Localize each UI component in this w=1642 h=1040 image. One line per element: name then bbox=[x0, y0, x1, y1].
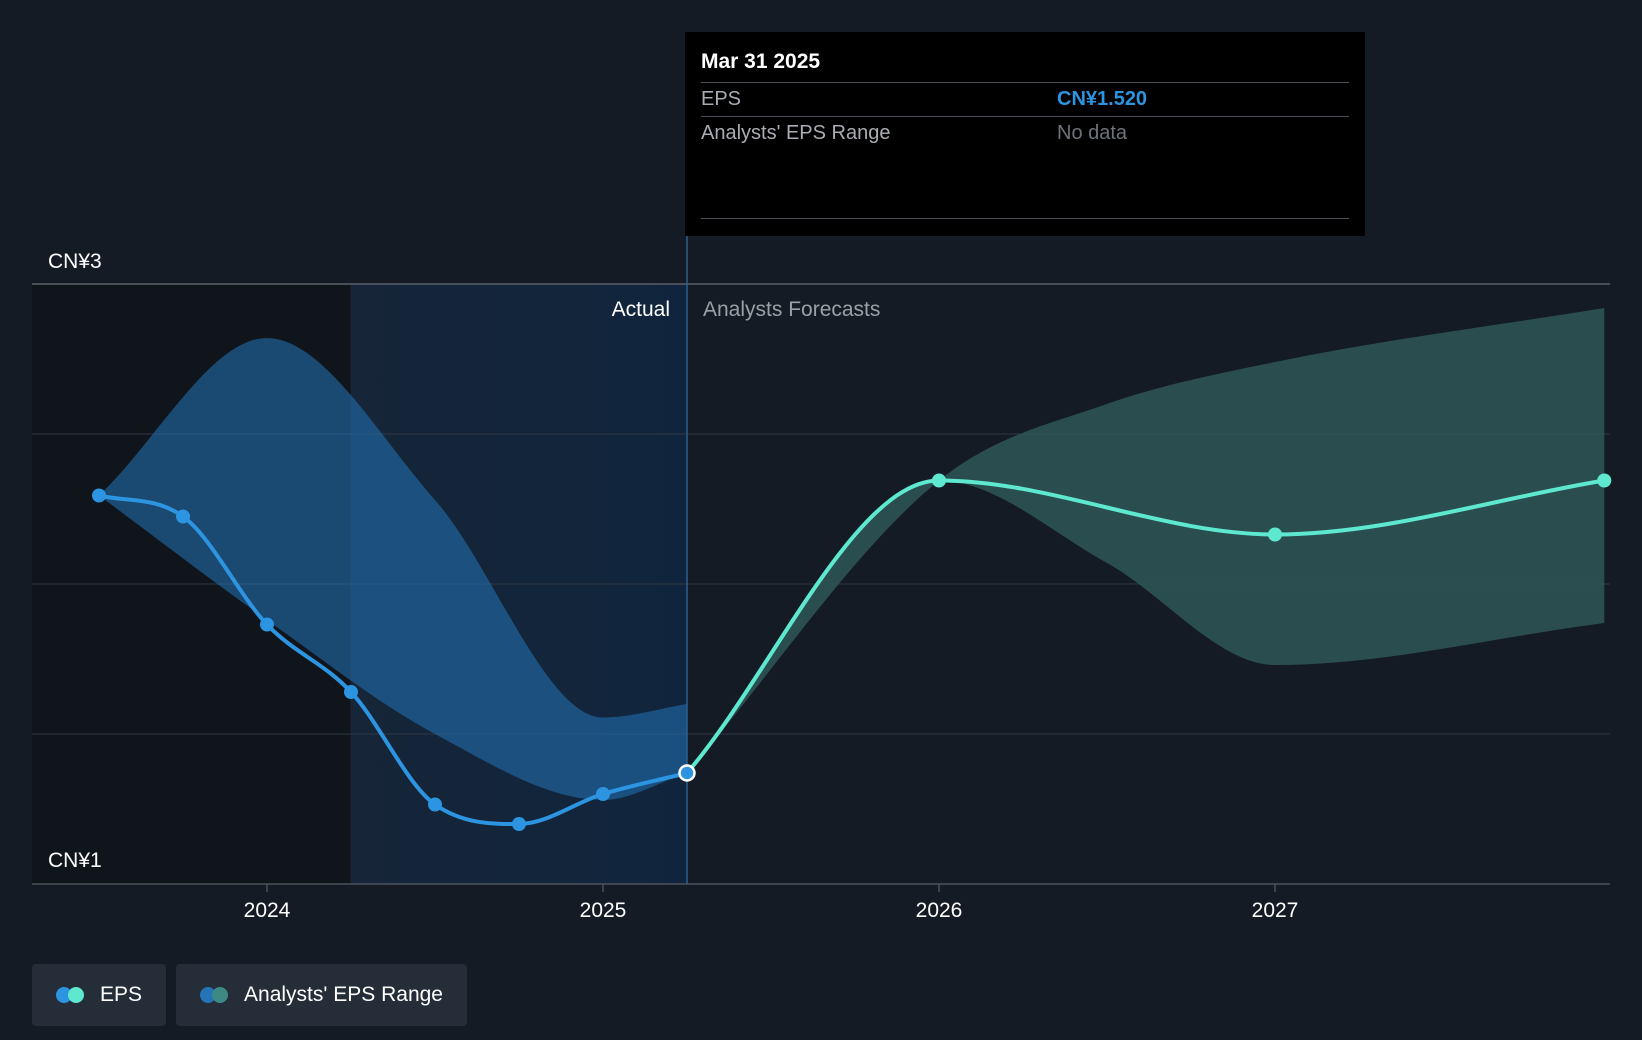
x-tick-label: 2026 bbox=[916, 899, 963, 922]
eps-actual-point bbox=[596, 787, 610, 801]
y-axis-top-label: CN¥3 bbox=[48, 250, 102, 273]
eps-forecast-point bbox=[1268, 527, 1282, 542]
x-tick-label: 2025 bbox=[580, 899, 627, 922]
actual-section-label: Actual bbox=[612, 298, 670, 321]
tooltip-range-value: No data bbox=[1057, 122, 1128, 144]
eps-forecast-point bbox=[1597, 473, 1612, 488]
eps-forecast-line bbox=[685, 478, 1607, 775]
legend-range-label: Analysts' EPS Range bbox=[244, 983, 443, 1006]
eps-actual-point bbox=[344, 685, 358, 699]
highlighted-point bbox=[678, 764, 696, 782]
eps-actual-point bbox=[92, 488, 106, 503]
eps-forecast-point bbox=[932, 473, 946, 488]
eps-actual-point bbox=[428, 797, 442, 812]
analysts-eps-range-past bbox=[99, 338, 687, 800]
tooltip-range-label: Analysts' EPS Range bbox=[701, 122, 891, 144]
forecast-section-label: Analysts Forecasts bbox=[703, 298, 880, 321]
legend: EPS Analysts' EPS Range bbox=[32, 964, 467, 1026]
eps-actual-point bbox=[176, 509, 190, 524]
tooltip-eps-value: CN¥1.520 bbox=[1057, 88, 1148, 110]
eps-legend-icon bbox=[56, 987, 86, 1003]
tooltip-divider bbox=[701, 218, 1349, 219]
legend-eps[interactable]: EPS bbox=[32, 964, 167, 1026]
tooltip-eps-row: EPS CN¥1.520 bbox=[701, 82, 1349, 116]
tooltip-range-row: Analysts' EPS Range No data bbox=[701, 116, 1349, 150]
x-axis-ticks: 2024 2025 2026 2027 bbox=[244, 884, 1299, 922]
x-tick-label: 2024 bbox=[244, 899, 291, 922]
eps-actual-point bbox=[260, 617, 274, 632]
x-tick-label: 2027 bbox=[1252, 899, 1299, 922]
eps-points bbox=[92, 473, 1612, 831]
tooltip-date: Mar 31 2025 bbox=[701, 50, 821, 73]
tooltip-eps-label: EPS bbox=[701, 88, 742, 110]
legend-eps-label: EPS bbox=[100, 983, 143, 1006]
y-axis-bottom-label: CN¥1 bbox=[48, 849, 102, 872]
range-legend-icon bbox=[200, 987, 230, 1003]
tooltip: Mar 31 2025 EPS CN¥1.520 Analysts' EPS R… bbox=[685, 32, 1365, 236]
eps-actual-line bbox=[97, 493, 689, 827]
eps-actual-point bbox=[512, 817, 526, 831]
legend-analysts-range[interactable]: Analysts' EPS Range bbox=[176, 964, 467, 1026]
analysts-eps-range-forecast bbox=[687, 308, 1605, 773]
